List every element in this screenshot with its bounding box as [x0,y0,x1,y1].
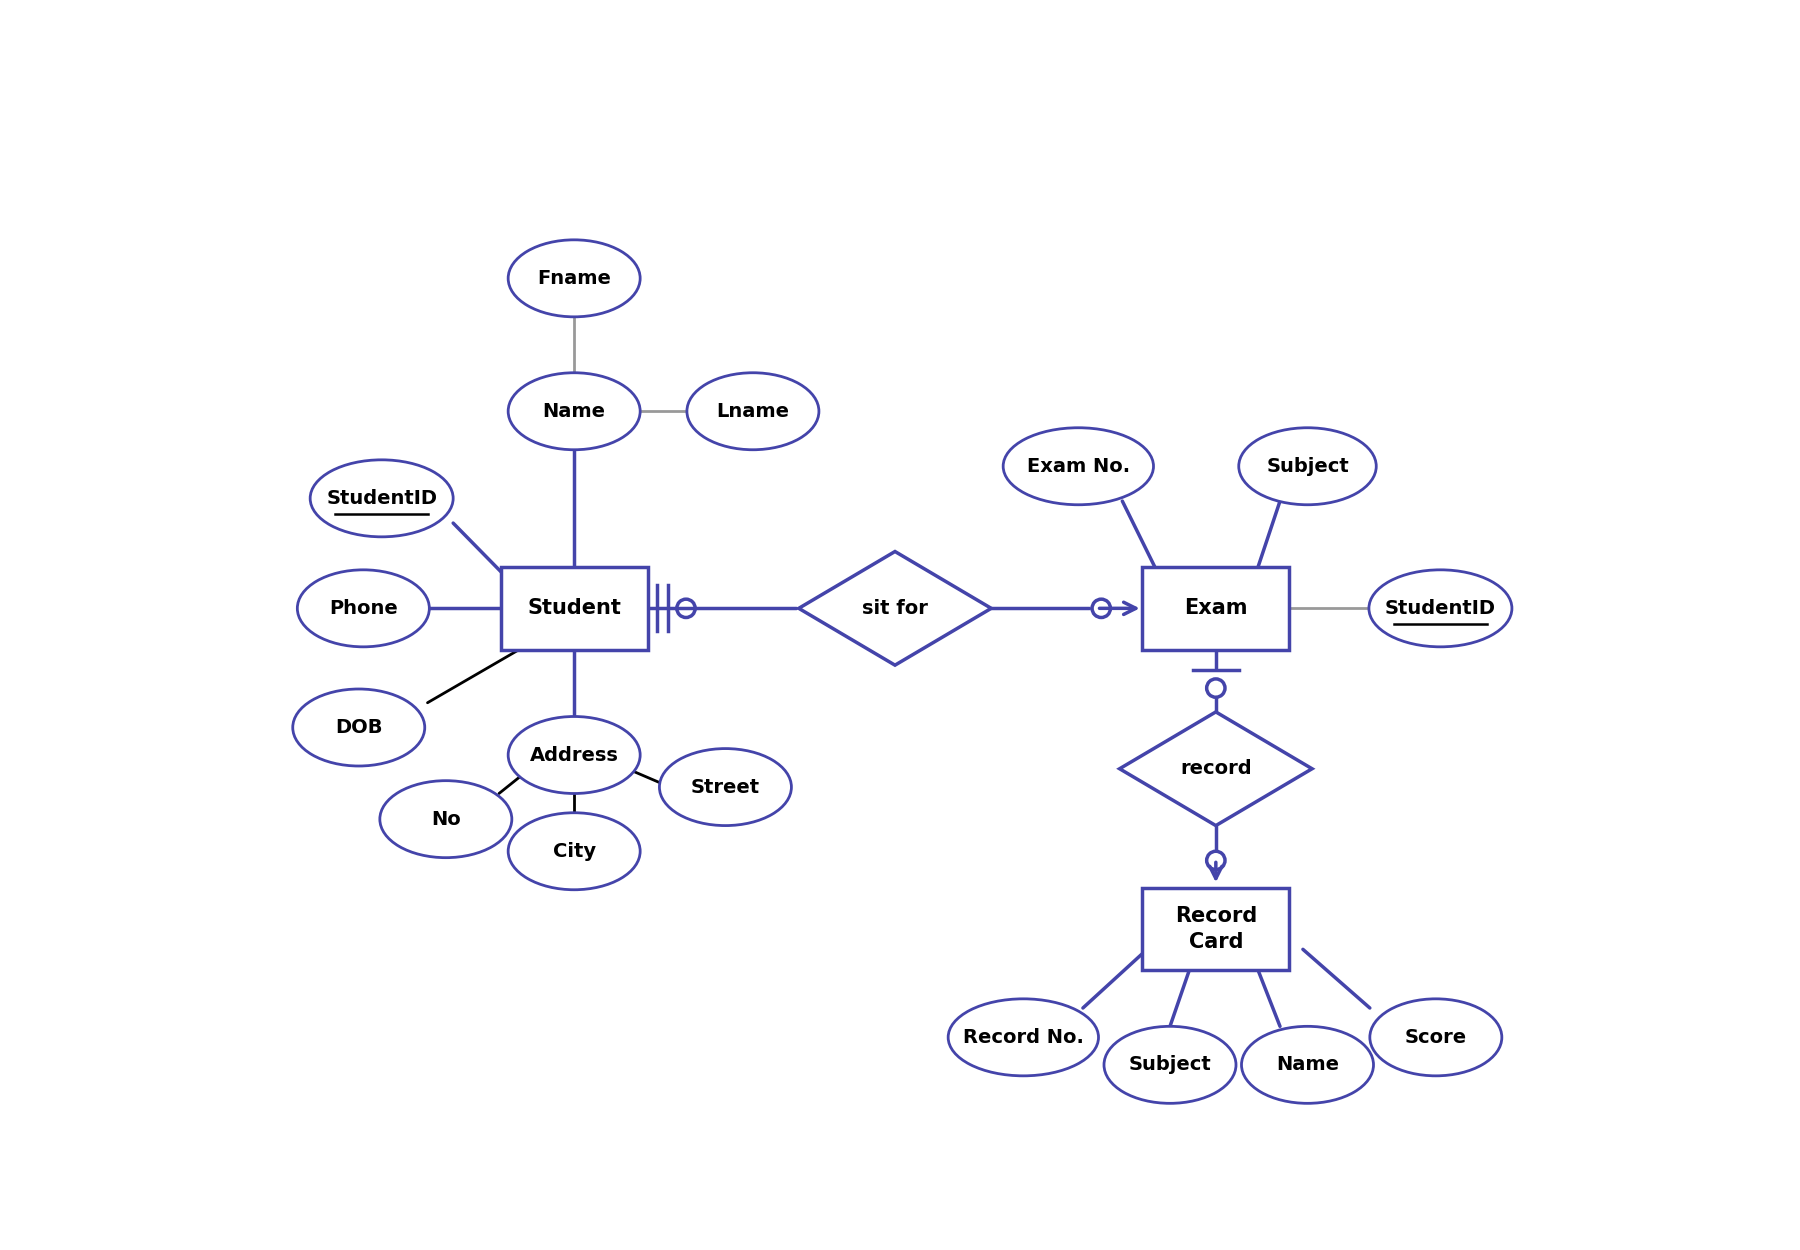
Ellipse shape [508,716,641,794]
Text: City: City [553,841,596,861]
Polygon shape [1143,888,1289,970]
Ellipse shape [1370,570,1512,646]
Polygon shape [1143,568,1289,650]
Ellipse shape [508,372,641,450]
Text: Name: Name [1276,1055,1339,1074]
Text: No: No [430,810,461,829]
Text: Score: Score [1404,1028,1467,1046]
Text: Street: Street [691,778,760,796]
Ellipse shape [1238,428,1377,505]
Polygon shape [1120,712,1312,825]
Ellipse shape [310,460,454,536]
Text: Address: Address [529,745,619,765]
Polygon shape [500,568,648,650]
Ellipse shape [949,999,1098,1076]
Ellipse shape [1242,1026,1373,1104]
Text: Exam No.: Exam No. [1026,456,1130,476]
Ellipse shape [508,240,641,316]
Ellipse shape [1003,428,1154,505]
Text: StudentID: StudentID [1384,599,1496,618]
Text: Exam: Exam [1184,599,1247,619]
Text: Fname: Fname [536,269,612,288]
Text: Lname: Lname [716,401,790,421]
Text: Student: Student [527,599,621,619]
Text: Subject: Subject [1265,456,1348,476]
Text: Record
Card: Record Card [1175,906,1256,952]
Ellipse shape [659,749,792,825]
Text: sit for: sit for [862,599,929,618]
Text: Subject: Subject [1129,1055,1211,1074]
Ellipse shape [293,689,425,766]
Ellipse shape [1103,1026,1237,1104]
Text: Phone: Phone [329,599,398,618]
Text: record: record [1181,759,1251,779]
Text: StudentID: StudentID [326,489,437,508]
Text: DOB: DOB [335,718,383,738]
Ellipse shape [508,812,641,890]
Text: Name: Name [542,401,605,421]
Ellipse shape [688,372,819,450]
Text: Record No.: Record No. [963,1028,1084,1046]
Ellipse shape [380,781,511,858]
Polygon shape [799,551,992,665]
Ellipse shape [1370,999,1501,1076]
Ellipse shape [297,570,430,646]
